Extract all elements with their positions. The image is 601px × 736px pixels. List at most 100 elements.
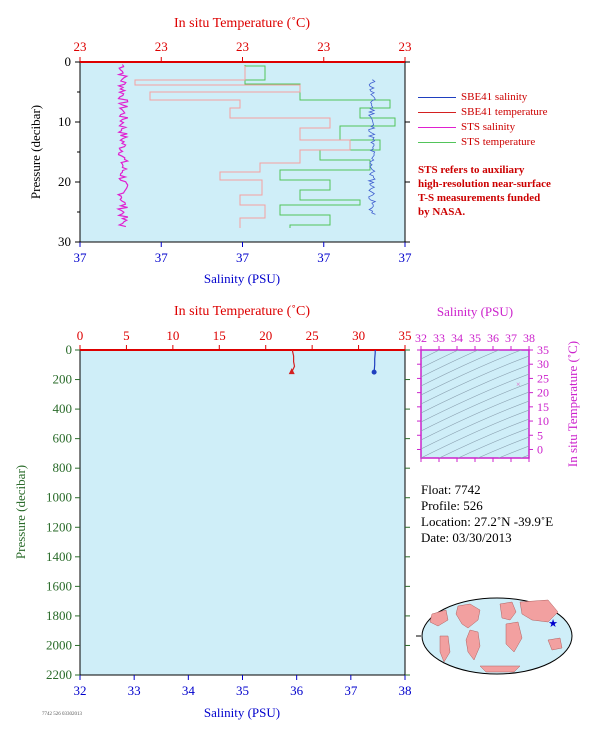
ts-point: × [516,380,521,389]
ts-salinity-tick-label: 32 [415,331,427,345]
ts-temp-tick-label: 35 [537,343,549,357]
ts-density-contour [498,445,529,458]
ts-density-contour [421,350,479,378]
temperature-profile-line [291,350,296,373]
ts-temp-tick-label: 30 [537,357,549,371]
date: Date: 03/30/2013 [421,530,512,545]
salinity-profile-line [373,350,376,373]
ts-salinity-tick-label: 35 [469,331,481,345]
main-pressure-tick-label: 2000 [46,637,72,652]
ts-density-contour [421,409,529,458]
ts-diagram: Salinity (PSU) 32 33 34 35 36 37 38 0510152025… [415,304,580,467]
location: Location: 27.2˚N -39.9˚E [421,514,554,529]
profile-number: Profile: 526 [421,498,483,513]
top-plot-area [79,61,406,243]
note-line: by NASA. [418,206,466,218]
ts-salinity-tick-label: 34 [451,331,463,345]
top-pressure-tick-label: 0 [65,54,72,69]
legend-item-sts-temperature: STS temperature [418,135,547,150]
main-plot: In situ Temperature (˚C) 0 5 10 15 20 25 30 35 … [13,304,412,720]
note-line: STS refers to auxiliary [418,164,525,176]
ts-temp-tick-label: 20 [537,386,549,400]
note-line: T-S measurements funded [418,192,541,204]
main-salinity-tick-label: 34 [182,683,196,698]
main-pressure-tick-label: 1600 [46,578,72,593]
sts-note: STS refers to auxiliary high-resolution … [418,163,551,219]
ts-temp-tick-label: 5 [537,428,543,442]
main-pressure-tick-label: 1400 [46,549,72,564]
main-salinity-tick-label: 32 [74,683,87,698]
top-temp-tick-label: 23 [399,39,412,54]
ts-density-contour [421,400,529,450]
main-temp-axis-label: In situ Temperature (˚C) [174,304,310,319]
main-temp-tick-label: 10 [166,328,179,343]
main-pressure-tick-label: 0 [66,342,73,357]
main-pressure-tick-label: 800 [53,460,73,475]
legend-swatch [418,97,456,98]
sts-salinity-trace [116,64,130,228]
main-salinity-tick-label: 37 [344,683,358,698]
footer-id: 7742 526 03302013 [42,712,82,717]
float-id: Float: 7742 [421,482,481,497]
ts-density-contour [438,418,529,458]
top-pressure-axis-label: Pressure (decibar) [28,105,43,199]
ts-plot-area [420,349,530,459]
ts-density-contour [421,355,529,405]
main-pressure-tick-label: 400 [53,401,73,416]
legend-item-sbe41-salinity: SBE41 salinity [418,90,547,105]
ts-density-contour [421,350,522,396]
top-pressure-tick-label: 10 [58,114,71,129]
top-salinity-tick-label: 37 [317,250,331,265]
temperature-bottom-marker [288,368,295,375]
top-pressure-tick-label: 20 [58,174,71,189]
top-plot: In situ Temperature (˚C) 23 23 23 23 23 37 37… [28,16,412,286]
ts-salinity-tick-label: 36 [487,331,499,345]
ts-density-contour [477,436,529,458]
ts-density-contour [457,427,529,458]
ts-density-contour [421,391,529,441]
top-pressure-tick-label: 30 [58,234,71,249]
salinity-bottom-marker [371,369,377,375]
main-pressure-tick-label: 200 [53,372,73,387]
ts-density-contour [421,350,440,360]
ts-salinity-tick-label: 37 [505,331,517,345]
legend: SBE41 salinity SBE41 temperature STS sal… [418,90,547,150]
note-line: high-resolution near-surface [418,178,551,190]
ts-temp-tick-label: 0 [537,442,543,456]
main-pressure-tick-label: 1800 [46,608,72,623]
top-temp-tick-label: 23 [155,39,168,54]
legend-label: STS salinity [461,121,516,133]
ts-density-contour [421,350,459,369]
legend-swatch [418,142,456,143]
main-temp-tick-label: 15 [213,328,226,343]
top-salinity-axis-label: Salinity (PSU) [204,271,280,286]
map-land [429,599,563,673]
sbe41-temperature-trace [134,66,351,228]
main-salinity-tick-label: 36 [290,683,304,698]
ts-density-contour [421,364,529,414]
legend-label: SBE41 salinity [461,91,528,103]
sbe41-salinity-trace [367,79,377,215]
float-info: Float: 7742 Profile: 526 Location: 27.2˚… [421,482,553,546]
ts-density-contour [421,350,500,387]
top-temp-tick-label: 23 [74,39,87,54]
main-salinity-tick-label: 33 [128,683,141,698]
main-temp-tick-label: 25 [306,328,319,343]
legend-item-sts-salinity: STS salinity [418,120,547,135]
ts-temp-tick-label: 25 [537,371,549,385]
ts-density-contour [421,373,529,423]
top-temp-tick-label: 23 [236,39,249,54]
main-pressure-tick-label: 1200 [46,519,72,534]
top-salinity-tick-label: 37 [74,250,88,265]
main-temp-tick-label: 20 [259,328,272,343]
main-pressure-tick-label: 2200 [46,667,72,682]
ts-salinity-tick-label: 38 [523,331,535,345]
top-salinity-tick-label: 37 [399,250,413,265]
ts-temp-axis-label: In situ Temperature (˚C) [565,341,580,467]
top-temp-axis-label: In situ Temperature (˚C) [174,16,310,31]
top-temp-tick-label: 23 [317,39,330,54]
ts-temp-tick-label: 15 [537,400,549,414]
legend-swatch [418,127,456,128]
legend-swatch [418,112,456,113]
